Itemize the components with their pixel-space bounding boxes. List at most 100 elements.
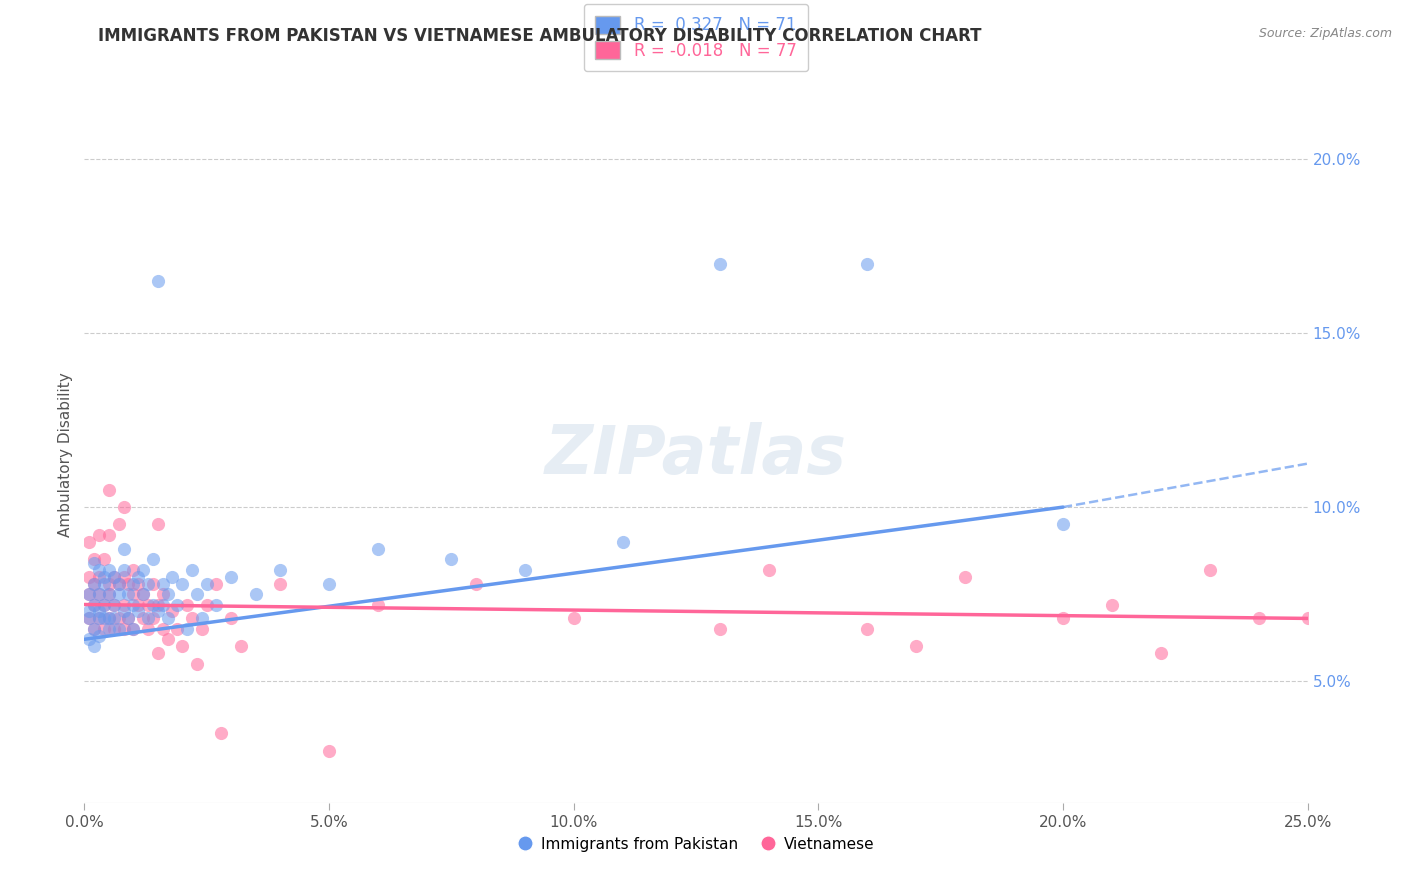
Point <box>112 598 135 612</box>
Point <box>132 563 155 577</box>
Point <box>97 528 120 542</box>
Point <box>1247 611 1270 625</box>
Point <box>97 587 120 601</box>
Point <box>186 587 208 601</box>
Point <box>209 726 232 740</box>
Point <box>142 598 165 612</box>
Point <box>709 256 731 270</box>
Point <box>87 605 110 619</box>
Point <box>97 611 120 625</box>
Text: Source: ZipAtlas.com: Source: ZipAtlas.com <box>1258 27 1392 40</box>
Point <box>122 563 145 577</box>
Point <box>93 611 115 625</box>
Point <box>195 598 218 612</box>
Point <box>513 563 536 577</box>
Point <box>1150 646 1173 660</box>
Point <box>318 576 340 591</box>
Point <box>440 552 463 566</box>
Point <box>152 622 174 636</box>
Point <box>1296 611 1319 625</box>
Point <box>112 541 135 556</box>
Point <box>117 611 139 625</box>
Point <box>83 598 105 612</box>
Point <box>269 563 291 577</box>
Point <box>142 552 165 566</box>
Point <box>83 622 105 636</box>
Point <box>132 587 155 601</box>
Point <box>758 563 780 577</box>
Point <box>1198 563 1220 577</box>
Point <box>77 605 100 619</box>
Point <box>367 598 389 612</box>
Point <box>122 587 145 601</box>
Point <box>905 639 928 653</box>
Point <box>83 576 105 591</box>
Point <box>103 622 125 636</box>
Point <box>162 605 184 619</box>
Point <box>112 570 135 584</box>
Point <box>87 528 110 542</box>
Point <box>152 598 174 612</box>
Point <box>146 605 169 619</box>
Point <box>146 646 169 660</box>
Point <box>97 611 120 625</box>
Point <box>112 500 135 514</box>
Point <box>107 576 129 591</box>
Point <box>181 563 204 577</box>
Point <box>1052 611 1074 625</box>
Point <box>122 622 145 636</box>
Point <box>77 587 100 601</box>
Point <box>146 274 169 288</box>
Point <box>152 587 174 601</box>
Point <box>142 576 165 591</box>
Point <box>122 576 145 591</box>
Point <box>103 598 125 612</box>
Point <box>122 598 145 612</box>
Text: IMMIGRANTS FROM PAKISTAN VS VIETNAMESE AMBULATORY DISABILITY CORRELATION CHART: IMMIGRANTS FROM PAKISTAN VS VIETNAMESE A… <box>98 27 981 45</box>
Point <box>77 611 100 625</box>
Point <box>103 570 125 584</box>
Point <box>156 632 179 647</box>
Point <box>112 622 135 636</box>
Point <box>152 576 174 591</box>
Point <box>103 611 125 625</box>
Point <box>83 639 105 653</box>
Point <box>127 598 149 612</box>
Point <box>87 587 110 601</box>
Point <box>136 622 159 636</box>
Point <box>181 611 204 625</box>
Point <box>166 622 188 636</box>
Point <box>162 570 184 584</box>
Point <box>97 622 120 636</box>
Point <box>245 587 267 601</box>
Point <box>132 611 155 625</box>
Point <box>132 587 155 601</box>
Point <box>166 598 188 612</box>
Point <box>156 611 179 625</box>
Point <box>176 622 198 636</box>
Point <box>186 657 208 671</box>
Point <box>709 622 731 636</box>
Point <box>93 570 115 584</box>
Point <box>318 744 340 758</box>
Point <box>107 622 129 636</box>
Point <box>229 639 252 653</box>
Y-axis label: Ambulatory Disability: Ambulatory Disability <box>58 373 73 537</box>
Point <box>107 587 129 601</box>
Point <box>97 576 120 591</box>
Point <box>127 576 149 591</box>
Point <box>953 570 976 584</box>
Point <box>83 598 105 612</box>
Point <box>112 563 135 577</box>
Point <box>77 534 100 549</box>
Point <box>122 622 145 636</box>
Point <box>103 570 125 584</box>
Legend: Immigrants from Pakistan, Vietnamese: Immigrants from Pakistan, Vietnamese <box>512 830 880 858</box>
Point <box>83 552 105 566</box>
Point <box>87 587 110 601</box>
Point <box>146 598 169 612</box>
Point <box>856 256 879 270</box>
Point <box>87 563 110 577</box>
Point <box>77 611 100 625</box>
Point <box>195 576 218 591</box>
